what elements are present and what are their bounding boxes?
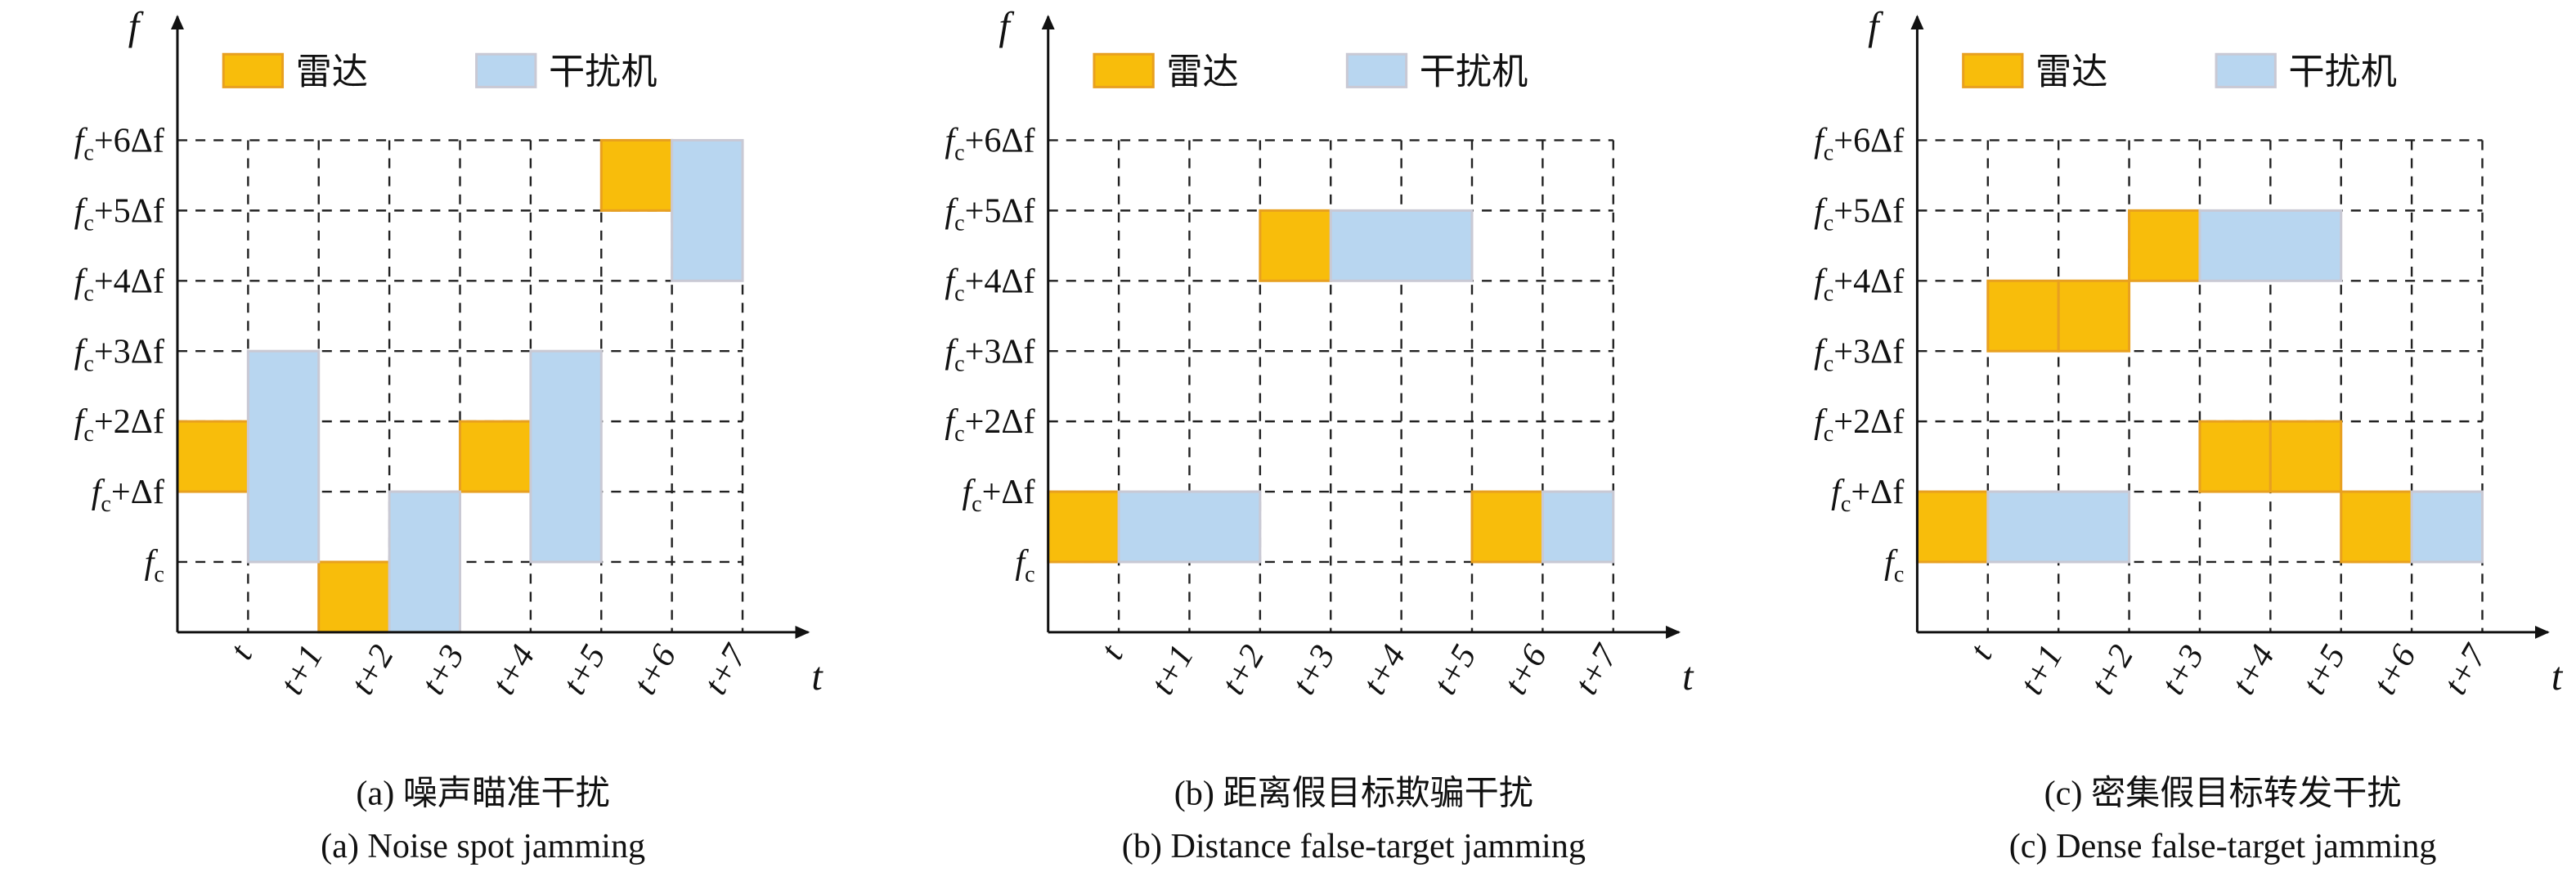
- x-tick-label: t+3: [2153, 639, 2211, 702]
- signal-block: [529, 349, 603, 564]
- y-tick-label: fc+Δf: [1831, 473, 1905, 517]
- signal-block: [2128, 209, 2201, 282]
- signal-block: [2410, 490, 2484, 564]
- x-tick-label: t+2: [343, 639, 401, 702]
- x-tick-label: t+4: [1355, 639, 1413, 702]
- x-axis-label: t: [2551, 655, 2564, 699]
- x-tick-label: t+6: [626, 639, 684, 702]
- x-tick-label: t+1: [1143, 639, 1201, 702]
- signal-block: [2269, 420, 2343, 493]
- x-tick-label: t+1: [272, 639, 330, 702]
- panel: f t fc fc+Δf fc+2Δf fc+3Δf fc+4Δf fc+5Δf fc+6Δf t…: [945, 5, 1694, 865]
- y-tick-label: fc+3Δf: [74, 332, 165, 376]
- y-tick-label: fc+2Δf: [945, 402, 1035, 447]
- signal-block: [1986, 490, 2131, 564]
- signal-block: [1259, 209, 1332, 282]
- legend-swatch: [1093, 52, 1155, 88]
- x-tick-label: t+5: [2295, 639, 2353, 702]
- signal-block: [2198, 420, 2272, 493]
- signal-block: [1986, 279, 2060, 353]
- caption-zh: (c) 密集假目标转发干扰: [2044, 775, 2402, 813]
- signal-block: [176, 420, 249, 493]
- x-tick-label: t+6: [2365, 639, 2423, 702]
- x-tick-label: t: [222, 637, 260, 666]
- legend-label: 干扰机: [549, 52, 657, 92]
- legend-swatch: [475, 52, 537, 88]
- x-tick-label: t+7: [2436, 637, 2495, 701]
- caption-zh: (a) 噪声瞄准干扰: [356, 775, 609, 813]
- y-tick-label: fc+4Δf: [1814, 262, 1905, 306]
- y-tick-label: fc+6Δf: [945, 122, 1035, 166]
- y-tick-label: fc: [145, 543, 164, 587]
- signal-block: [1541, 490, 1615, 564]
- legend-swatch: [1962, 52, 2024, 88]
- y-axis-label: f: [999, 5, 1014, 48]
- y-tick-label: fc+6Δf: [74, 122, 165, 166]
- signal-block: [388, 490, 462, 634]
- legend-label: 干扰机: [2288, 52, 2397, 92]
- y-tick-label: fc+5Δf: [1814, 191, 1905, 236]
- y-tick-label: fc+4Δf: [945, 262, 1035, 306]
- signal-block: [1470, 490, 1544, 564]
- y-axis-label: f: [1868, 5, 1883, 48]
- y-tick-label: fc+6Δf: [1814, 122, 1905, 166]
- signal-block: [2057, 279, 2131, 353]
- x-tick-label: t+7: [696, 637, 755, 701]
- legend-swatch: [222, 52, 285, 88]
- x-tick-label: t+3: [1285, 639, 1343, 702]
- x-tick-label: t+7: [1567, 637, 1626, 701]
- x-tick-label: t+5: [555, 639, 613, 702]
- panel: f t fc fc+Δf fc+2Δf fc+3Δf fc+4Δf fc+5Δf fc+6Δf t…: [74, 5, 824, 865]
- signal-block: [1329, 209, 1474, 282]
- caption-zh: (b) 距离假目标欺骗干扰: [1174, 775, 1533, 813]
- x-tick-label: t+4: [2224, 639, 2282, 702]
- signal-block: [458, 420, 532, 493]
- x-tick-label: t: [1962, 637, 2000, 666]
- caption-en: (a) Noise spot jamming: [321, 827, 645, 865]
- x-axis-label: t: [811, 655, 824, 699]
- legend-label: 雷达: [296, 52, 368, 92]
- x-tick-label: t+5: [1425, 639, 1483, 702]
- legend-label: 雷达: [2035, 52, 2107, 92]
- x-tick-label: t+3: [414, 639, 472, 702]
- y-axis-label: f: [128, 5, 144, 48]
- y-tick-label: fc+Δf: [92, 473, 165, 517]
- y-tick-label: fc: [1015, 543, 1034, 587]
- signal-block: [2340, 490, 2413, 564]
- legend-label: 雷达: [1166, 52, 1238, 92]
- legend-label: 干扰机: [1420, 52, 1528, 92]
- signal-block: [599, 138, 674, 212]
- caption-en: (b) Distance false-target jamming: [1122, 827, 1586, 865]
- signal-block: [1915, 490, 1990, 564]
- y-tick-label: fc+4Δf: [74, 262, 165, 306]
- y-tick-label: fc+5Δf: [945, 191, 1035, 236]
- y-tick-label: fc+2Δf: [74, 402, 165, 447]
- x-tick-label: t+4: [484, 639, 542, 702]
- signal-block: [671, 138, 744, 282]
- signal-block: [246, 349, 321, 564]
- y-tick-label: fc+2Δf: [1814, 402, 1905, 447]
- signal-block: [317, 560, 391, 634]
- x-tick-label: t+6: [1497, 639, 1555, 702]
- y-tick-label: fc: [1884, 543, 1904, 587]
- signal-block: [2198, 209, 2343, 282]
- signal-block: [1047, 490, 1120, 564]
- x-tick-label: t: [1093, 637, 1131, 666]
- legend-swatch: [1345, 52, 1408, 88]
- signal-block: [1117, 490, 1262, 564]
- y-tick-label: fc+5Δf: [74, 191, 165, 236]
- x-axis-label: t: [1682, 655, 1694, 699]
- y-tick-label: fc+3Δf: [1814, 332, 1905, 376]
- x-tick-label: t+2: [2083, 639, 2141, 702]
- x-tick-label: t+1: [2013, 639, 2071, 702]
- y-tick-label: fc+Δf: [962, 473, 1035, 517]
- panel: f t fc fc+Δf fc+2Δf fc+3Δf fc+4Δf fc+5Δf fc+6Δf t…: [1814, 5, 2564, 865]
- x-tick-label: t+2: [1214, 639, 1272, 702]
- legend-swatch: [2215, 52, 2277, 88]
- caption-en: (c) Dense false-target jamming: [2009, 827, 2437, 865]
- y-tick-label: fc+3Δf: [945, 332, 1035, 376]
